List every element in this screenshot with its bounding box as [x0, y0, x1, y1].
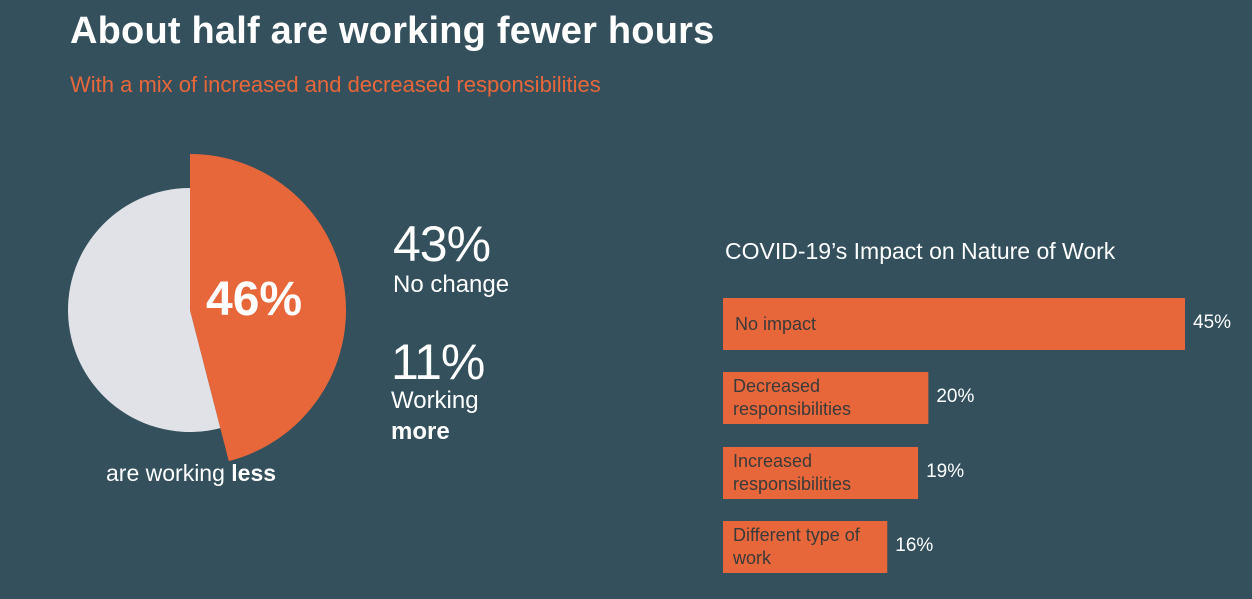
pie-slice-0	[190, 154, 346, 462]
bar-value-label-1: 20%	[936, 386, 975, 407]
page-subtitle: With a mix of increased and decreased re…	[70, 72, 601, 97]
page-title: About half are working fewer hours	[70, 10, 715, 52]
pie-caption-prefix: are working	[106, 460, 232, 486]
pie-caption-bold: less	[231, 460, 277, 486]
bar-category-label-0: No impact	[735, 313, 817, 334]
bar-chart-title: COVID-19’s Impact on Nature of Work	[725, 238, 1116, 264]
stat-working-more-label: Working	[391, 387, 479, 414]
bar-value-label-3: 16%	[895, 535, 934, 556]
bar-category-label-2: Increased responsibilities	[733, 451, 852, 494]
bar-value-label-2: 19%	[926, 461, 965, 482]
stat-working-more-bold-text: more	[391, 418, 450, 445]
pie-slice-label: 46%	[206, 273, 303, 326]
bar-3	[723, 521, 888, 573]
stat-no-change-label: No change	[393, 271, 510, 298]
stat-working-more-value: 11%	[391, 334, 485, 390]
pie-slice-1	[67, 188, 221, 432]
bar-1	[723, 372, 929, 424]
bar-category-label-1: Decreased responsibilities	[733, 376, 852, 419]
bar-0	[723, 298, 1185, 350]
bar-category-label-3: Different type of work	[733, 525, 860, 568]
bar-2	[723, 447, 919, 499]
pie-caption: are working less	[106, 460, 276, 487]
stat-working-more-bold: more	[391, 417, 450, 447]
stat-no-change-value: 43%	[393, 216, 491, 272]
bar-value-label-0: 45%	[1193, 312, 1232, 333]
